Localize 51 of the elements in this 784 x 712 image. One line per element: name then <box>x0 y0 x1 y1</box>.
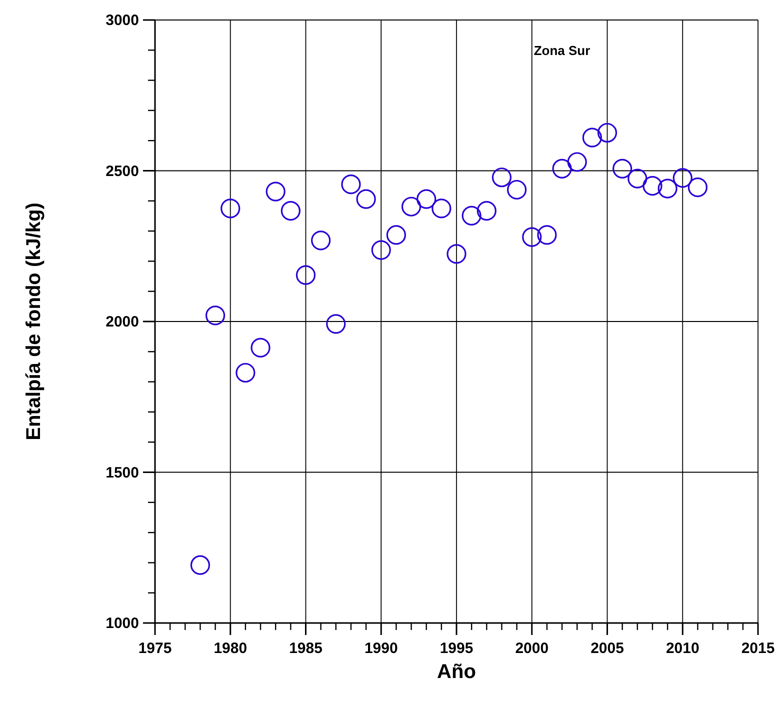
x-axis-title: Año <box>437 661 476 683</box>
y-tick-label: 1500 <box>106 464 139 482</box>
y-axis-title: Entalpía de fondo (kJ/kg) <box>23 202 45 440</box>
point <box>507 180 527 200</box>
x-tick-label: 1985 <box>289 640 322 657</box>
point <box>476 201 496 221</box>
point <box>416 189 436 209</box>
point <box>190 555 210 575</box>
point <box>567 152 587 172</box>
x-tick-label: 2015 <box>741 640 775 657</box>
point <box>446 244 466 264</box>
point <box>552 158 572 178</box>
x-tick-label: 1995 <box>440 640 474 657</box>
x-tick-label: 1980 <box>214 640 248 657</box>
point <box>280 201 300 221</box>
point <box>386 225 406 245</box>
point <box>296 265 316 285</box>
point <box>236 362 256 383</box>
y-tick-label: 1000 <box>106 615 139 632</box>
point <box>266 182 286 202</box>
point <box>432 198 452 218</box>
point <box>582 128 602 148</box>
point <box>220 198 240 218</box>
point <box>250 338 270 358</box>
point <box>206 306 226 326</box>
point <box>642 176 662 196</box>
point <box>612 158 632 178</box>
point <box>401 196 422 216</box>
x-tick-label: 2000 <box>515 640 549 657</box>
y-tick-label: 2500 <box>106 162 139 180</box>
point <box>672 168 692 188</box>
point <box>462 206 482 226</box>
point <box>492 168 512 188</box>
point <box>326 314 346 334</box>
y-tick-label: 2000 <box>106 314 139 330</box>
x-tick-label: 1990 <box>364 640 398 657</box>
point <box>522 227 542 247</box>
y-tick-label: 3000 <box>106 12 139 29</box>
point <box>371 240 391 260</box>
point <box>688 178 708 198</box>
x-tick-label: 2010 <box>666 640 700 657</box>
point <box>658 178 678 198</box>
point <box>356 189 376 209</box>
point <box>341 174 361 194</box>
x-tick-label: 1975 <box>138 640 172 657</box>
point <box>537 225 557 245</box>
annotation: Zona Sur <box>534 43 590 58</box>
point <box>311 230 331 250</box>
point <box>597 122 618 143</box>
point <box>628 168 648 188</box>
x-tick-label: 2005 <box>590 640 624 657</box>
